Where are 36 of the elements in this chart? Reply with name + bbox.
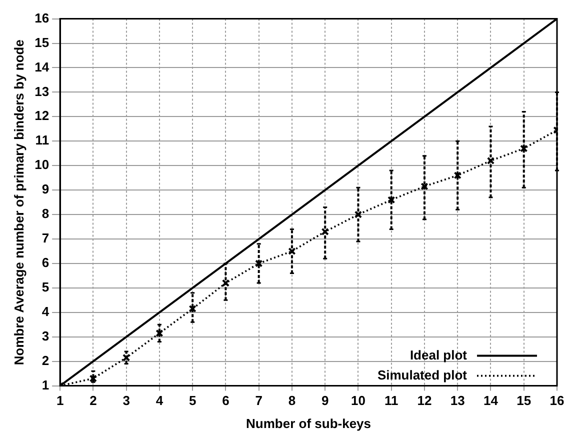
x-tick-label: 7 — [255, 393, 262, 408]
x-tick-label: 11 — [384, 393, 398, 408]
x-tick-label: 13 — [450, 393, 465, 408]
y-axis-title: Nombre Average number of primary binders by node — [11, 40, 26, 366]
x-tick-label: 2 — [90, 393, 97, 408]
x-tick-label: 14 — [484, 393, 499, 408]
y-tick-label: 7 — [42, 230, 50, 246]
x-tick-label: 4 — [156, 393, 164, 408]
y-tick-label: 15 — [34, 34, 50, 50]
x-tick-label: 15 — [516, 393, 532, 408]
y-tick-label: 13 — [34, 84, 50, 99]
x-tick-label: 16 — [550, 393, 564, 408]
x-axis-title: Number of sub-keys — [246, 416, 372, 431]
x-tick-label: 5 — [188, 393, 196, 408]
x-tick-label: 12 — [417, 393, 432, 408]
y-tick-label: 8 — [42, 206, 50, 222]
y-tick-label: 10 — [34, 157, 50, 172]
x-tick-label: 9 — [321, 393, 329, 408]
y-tick-label: 3 — [42, 328, 50, 344]
x-tick-label: 6 — [222, 393, 230, 408]
y-tick-label: 12 — [34, 108, 50, 124]
y-tick-label: 2 — [42, 352, 50, 368]
y-tick-label: 14 — [34, 59, 50, 74]
y-tick-label: 5 — [42, 280, 50, 295]
y-tick-label: 6 — [42, 255, 50, 270]
y-tick-label: 9 — [42, 182, 50, 197]
x-tick-label: 1 — [56, 393, 64, 408]
legend-label: Simulated plot — [377, 367, 468, 382]
y-tick-label: 1 — [42, 377, 50, 392]
x-tick-label: 8 — [288, 393, 296, 408]
x-tick-label: 10 — [350, 393, 366, 408]
y-tick-label: 16 — [34, 10, 50, 26]
y-tick-label: 11 — [35, 132, 50, 148]
legend-label: Ideal plot — [410, 347, 468, 362]
x-tick-label: 3 — [122, 393, 130, 408]
y-tick-label: 4 — [42, 304, 50, 319]
